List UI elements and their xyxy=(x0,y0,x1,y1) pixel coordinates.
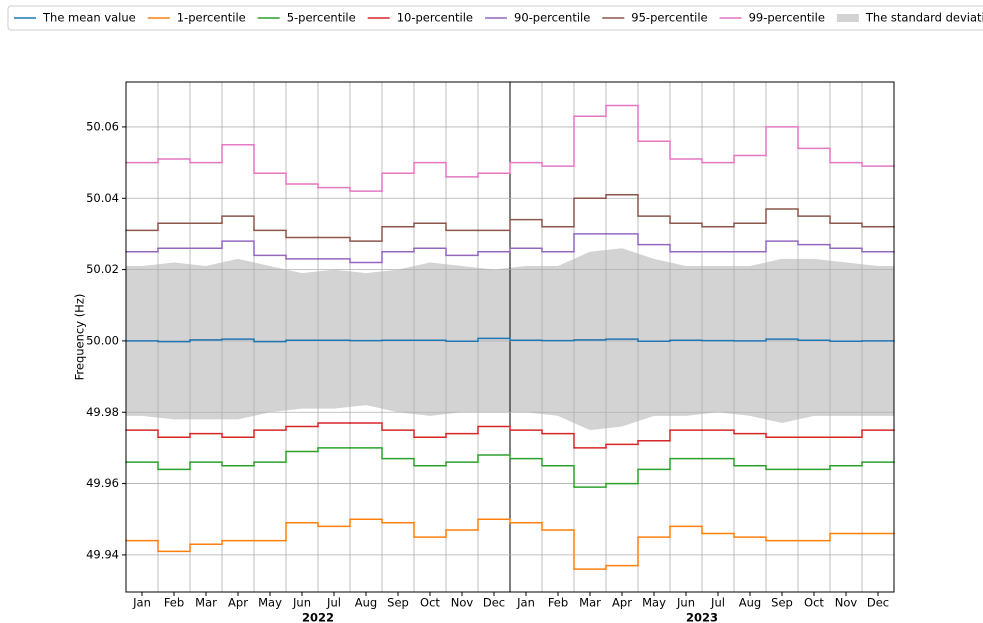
legend-label: 90-percentile xyxy=(514,11,590,25)
legend-label: 1-percentile xyxy=(177,11,246,25)
legend-label: 95-percentile xyxy=(631,11,707,25)
x-tick-label: Feb xyxy=(548,596,568,610)
y-tick-label: 50.02 xyxy=(86,262,119,276)
y-tick-label: 50.04 xyxy=(86,191,119,205)
y-tick-label: 49.94 xyxy=(86,547,119,561)
y-tick-label: 50.06 xyxy=(86,119,119,133)
x-tick-label: Nov xyxy=(451,596,474,610)
x-tick-label: Mar xyxy=(579,596,601,610)
year-label: 2023 xyxy=(686,611,718,623)
x-tick-label: Oct xyxy=(804,596,824,610)
x-tick-label: Nov xyxy=(835,596,858,610)
x-tick-label: Dec xyxy=(867,596,889,610)
x-tick-label: Jan xyxy=(516,596,535,610)
x-tick-label: Apr xyxy=(612,596,632,610)
plot-frame xyxy=(125,81,895,593)
x-tick-label: Dec xyxy=(483,596,505,610)
y-tick-label: 49.98 xyxy=(86,405,119,419)
legend-swatch xyxy=(836,14,859,22)
x-tick-label: Oct xyxy=(420,596,440,610)
x-tick-label: Aug xyxy=(739,596,761,610)
y-axis-label: Frequency (Hz) xyxy=(73,294,87,381)
x-tick-label: Jun xyxy=(676,596,695,610)
x-tick-label: Aug xyxy=(355,596,377,610)
y-tick-label: 50.00 xyxy=(86,333,119,347)
y-tick-label: 49.96 xyxy=(86,476,119,490)
x-tick-label: Jun xyxy=(292,596,311,610)
legend: The mean value 1-percentile 5-percentile 10… xyxy=(7,5,983,31)
year-label: 2022 xyxy=(302,611,334,623)
legend-label: 99-percentile xyxy=(749,11,825,25)
x-tick-label: Mar xyxy=(195,596,217,610)
x-tick-label: May xyxy=(258,596,282,610)
x-tick-label: Jul xyxy=(326,596,341,610)
legend-label: The standard deviation xyxy=(865,11,983,25)
x-tick-label: Jan xyxy=(132,596,151,610)
x-tick-label: Sep xyxy=(387,596,409,610)
x-tick-label: Jul xyxy=(710,596,725,610)
legend-label: 5-percentile xyxy=(287,11,356,25)
legend-label: The mean value xyxy=(42,11,136,25)
x-tick-label: May xyxy=(642,596,666,610)
x-tick-label: Apr xyxy=(228,596,248,610)
x-tick-label: Feb xyxy=(164,596,184,610)
legend-label: 10-percentile xyxy=(397,11,473,25)
x-tick-label: Sep xyxy=(771,596,793,610)
